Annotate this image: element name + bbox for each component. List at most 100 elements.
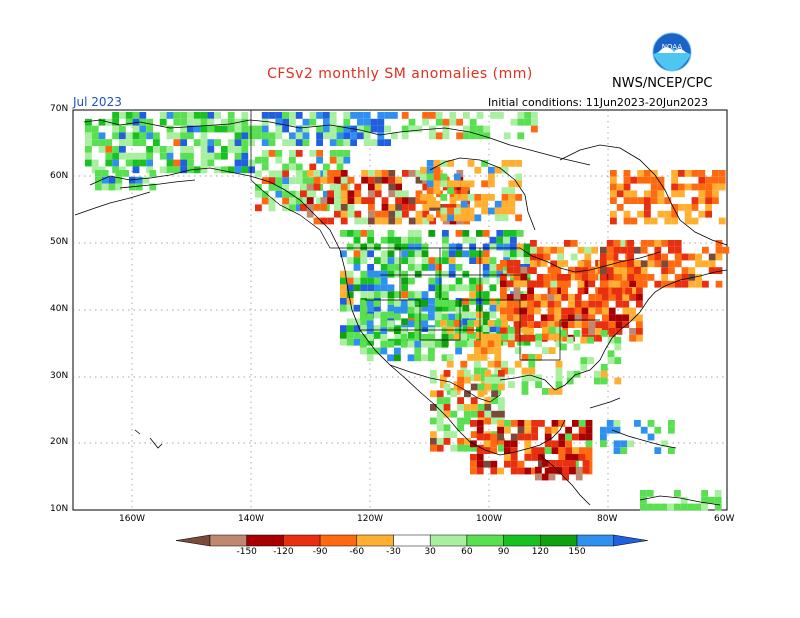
- anomaly-cell: [581, 328, 589, 335]
- anomaly-cell: [555, 388, 563, 395]
- anomaly-cell: [661, 274, 668, 281]
- anomaly-cell: [455, 327, 462, 334]
- anomaly-cell: [442, 132, 450, 140]
- anomaly-cell: [506, 260, 514, 267]
- anomaly-cell: [455, 340, 462, 348]
- anomaly-cell: [435, 118, 443, 126]
- anomaly-cell: [442, 270, 449, 278]
- anomaly-cell: [483, 125, 491, 133]
- anomaly-cell: [426, 187, 434, 194]
- anomaly-cell: [380, 313, 388, 321]
- anomaly-cell: [366, 347, 374, 355]
- anomaly-cell: [548, 460, 556, 467]
- anomaly-cell: [694, 503, 702, 511]
- anomaly-cell: [329, 156, 337, 164]
- anomaly-cell: [146, 166, 153, 174]
- anomaly-cell: [132, 159, 140, 167]
- anomaly-cell: [450, 390, 458, 398]
- anomaly-cell: [715, 267, 723, 274]
- anomaly-cell: [629, 294, 636, 301]
- anomaly-cell: [173, 166, 181, 174]
- anomaly-cell: [295, 132, 303, 140]
- anomaly-cell: [440, 180, 448, 188]
- anomaly-cell: [640, 246, 648, 254]
- anomaly-cell: [614, 343, 622, 351]
- anomaly-cell: [173, 159, 181, 167]
- anomaly-cell: [503, 243, 510, 251]
- anomaly-cell: [508, 200, 516, 208]
- anomaly-cell: [275, 156, 283, 164]
- anomaly-cell: [698, 176, 706, 184]
- anomaly-cell: [614, 336, 622, 344]
- anomaly-cell: [234, 159, 242, 167]
- anomaly-cell: [166, 152, 174, 160]
- anomaly-cell: [430, 370, 437, 377]
- anomaly-cell: [302, 177, 310, 184]
- anomaly-cell: [544, 426, 552, 434]
- anomaly-cell: [420, 194, 427, 201]
- anomaly-cell: [521, 326, 529, 334]
- anomaly-cell: [489, 311, 497, 319]
- anomaly-cell: [457, 397, 464, 404]
- anomaly-cell: [346, 230, 354, 237]
- anomaly-cell: [657, 176, 665, 184]
- anomaly-cell: [555, 367, 563, 375]
- anomaly-cell: [455, 277, 463, 285]
- anomaly-cell: [608, 273, 616, 281]
- anomaly-cell: [484, 397, 492, 404]
- anomaly-cell: [608, 307, 616, 315]
- anomaly-cell: [367, 284, 374, 292]
- anomaly-cell: [464, 444, 471, 452]
- anomaly-cell: [550, 287, 558, 295]
- anomaly-cell: [340, 304, 347, 312]
- anomaly-cell: [531, 125, 538, 133]
- anomaly-cell: [234, 132, 242, 140]
- anomaly-cell: [353, 338, 361, 346]
- anomaly-cell: [268, 170, 276, 178]
- anomaly-cell: [146, 146, 153, 153]
- anomaly-cell: [629, 307, 636, 315]
- anomaly-cell: [433, 160, 441, 167]
- anomaly-cell: [442, 250, 449, 258]
- anomaly-cell: [98, 139, 106, 146]
- anomaly-cell: [428, 264, 436, 271]
- anomaly-cell: [377, 112, 385, 119]
- anomaly-cell: [207, 152, 215, 160]
- anomaly-cell: [98, 146, 106, 153]
- anomaly-cell: [454, 194, 461, 201]
- anomaly-cell: [602, 314, 609, 322]
- anomaly-cell: [558, 420, 566, 427]
- anomaly-cell: [460, 194, 468, 201]
- anomaly-cell: [441, 340, 449, 348]
- anomaly-cell: [340, 217, 348, 225]
- anomaly-cell: [282, 125, 289, 133]
- anomaly-cell: [187, 132, 194, 140]
- anomaly-cell: [557, 280, 564, 288]
- anomaly-cell: [85, 132, 92, 140]
- anomaly-cell: [602, 300, 609, 308]
- anomaly-cell: [313, 204, 321, 211]
- anomaly-cell: [329, 150, 337, 157]
- anomaly-cell: [650, 170, 658, 177]
- anomaly-cell: [329, 139, 337, 146]
- anomaly-cell: [367, 243, 374, 251]
- anomaly-cell: [557, 246, 564, 254]
- anomaly-cell: [282, 177, 289, 184]
- anomaly-cell: [476, 125, 484, 133]
- anomaly-cell: [474, 166, 482, 174]
- anomaly-cell: [295, 204, 303, 212]
- anomaly-cell: [132, 112, 140, 119]
- anomaly-cell: [353, 332, 361, 339]
- anomaly-cell: [534, 300, 541, 308]
- anomaly-cell: [415, 217, 423, 225]
- anomaly-cell: [595, 294, 602, 301]
- anomaly-cell: [469, 132, 477, 140]
- anomaly-cell: [630, 197, 638, 204]
- noaa-logo: NOAA: [652, 32, 692, 72]
- anomaly-cell: [554, 287, 562, 294]
- anomaly-cell: [463, 132, 470, 140]
- anomaly-cell: [695, 260, 702, 268]
- anomaly-cell: [187, 152, 194, 160]
- anomaly-cell: [381, 204, 389, 211]
- anomaly-cell: [681, 274, 689, 281]
